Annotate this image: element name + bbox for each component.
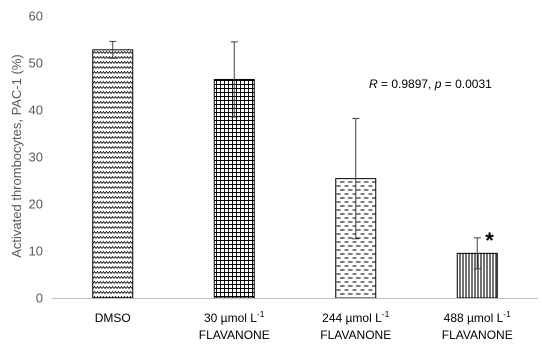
y-axis-label: Activated thrombocytes, PAC-1 (%): [9, 54, 24, 258]
p-label: p: [434, 77, 442, 91]
y-tick-label: 60: [29, 9, 43, 24]
x-category-label: 488 µmol L-1: [444, 309, 511, 325]
error-bars: [109, 40, 481, 270]
p-value: = 0.0031: [441, 77, 492, 91]
bar: [92, 49, 134, 299]
y-tick-label: 50: [29, 56, 43, 71]
significance-marks: *: [485, 228, 494, 253]
r-label: R: [369, 77, 378, 91]
bar: [456, 252, 498, 299]
y-tick-label: 20: [29, 197, 43, 212]
y-tick-label: 0: [36, 291, 43, 306]
significance-asterisk: *: [485, 228, 494, 253]
x-category-label-line2: FLAVANONE: [442, 328, 513, 342]
error-bar: [352, 117, 360, 240]
error-bar: [473, 237, 481, 270]
r-value: = 0.9897,: [378, 77, 435, 91]
x-category-label-line2: FLAVANONE: [199, 328, 270, 342]
x-category-label: 244 µmol L-1: [322, 309, 389, 325]
x-axis-categories: DMSO 30 µmol L-1 FLAVANONE 244 µmol L-1 FLAV…: [95, 309, 513, 342]
y-tick-label: 40: [29, 103, 43, 118]
correlation-annotation: R = 0.9897, p = 0.0031: [369, 77, 492, 91]
y-tick-label: 30: [29, 150, 43, 165]
x-category-label: 30 µmol L-1: [204, 309, 265, 325]
x-category-label: DMSO: [95, 311, 131, 325]
y-axis-ticks: 0 10 20 30 40 50 60: [29, 9, 43, 306]
error-bar: [109, 40, 117, 59]
error-bar: [230, 41, 238, 118]
y-tick-label: 10: [29, 244, 43, 259]
x-category-label-line2: FLAVANONE: [320, 328, 391, 342]
